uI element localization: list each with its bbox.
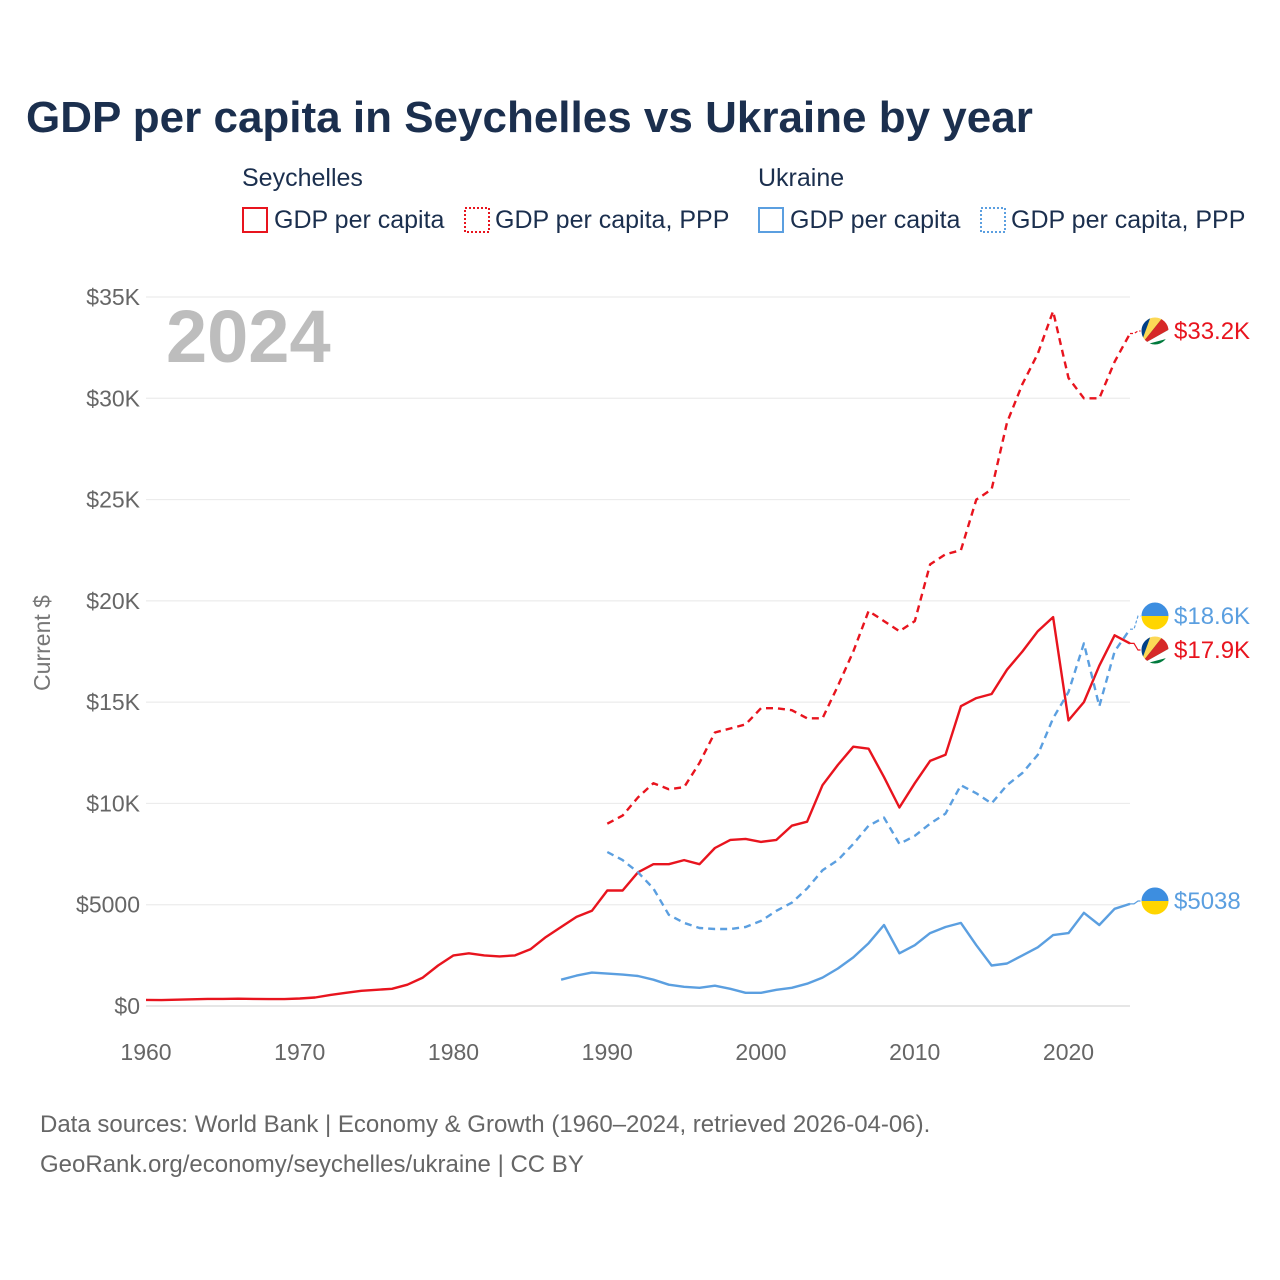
y-tick-label: $0 (114, 993, 140, 1019)
legend-swatch-seychelles-ppp[interactable] (464, 207, 490, 233)
y-tick-label: $15K (86, 689, 140, 715)
y-tick-label: $20K (86, 588, 140, 614)
end-value-label: $5038 (1174, 888, 1241, 915)
x-tick-label: 2010 (889, 1039, 940, 1065)
ukraine-flag-icon (1141, 602, 1169, 630)
x-tick-label: 2000 (735, 1039, 786, 1065)
end-value-label: $17.9K (1174, 637, 1250, 664)
seychelles-flag-icon (1141, 317, 1169, 345)
y-axis-label: Current $ (29, 595, 55, 691)
grid-lines (146, 296, 1130, 1007)
legend-group-seychelles: Seychelles (242, 164, 363, 192)
series-line-2[interactable] (560, 902, 1131, 994)
x-tick-label: 1960 (120, 1039, 171, 1065)
x-tick-label: 1980 (428, 1039, 479, 1065)
footer-sources: Data sources: World Bank | Economy & Gro… (40, 1111, 930, 1138)
footer-url: GeoRank.org/economy/seychelles/ukraine |… (40, 1151, 584, 1178)
legend-label-seychelles-gdp[interactable]: GDP per capita (274, 206, 445, 234)
ukraine-flag-icon (1141, 887, 1169, 915)
series-line-3[interactable] (606, 628, 1131, 931)
series-lines (145, 310, 1132, 1002)
end-connector (1130, 330, 1141, 335)
y-axis-ticks: $0 $5000 $10K $15K $20K $25K $30K $35K (76, 284, 141, 1019)
legend-swatch-ukraine-ppp[interactable] (980, 207, 1006, 233)
x-tick-label: 1970 (274, 1039, 325, 1065)
legend: Seychelles GDP per capita GDP per capita… (242, 164, 1245, 234)
legend-label-seychelles-ppp[interactable]: GDP per capita, PPP (495, 206, 729, 234)
x-tick-label: 1990 (582, 1039, 633, 1065)
x-axis-ticks: 1960 1970 1980 1990 2000 2010 2020 (120, 1039, 1094, 1065)
series-line-1[interactable] (606, 310, 1132, 825)
end-value-label: $33.2K (1174, 318, 1250, 345)
series-line-0[interactable] (145, 615, 1131, 1002)
y-tick-label: $5000 (76, 892, 140, 918)
year-watermark: 2024 (166, 295, 331, 378)
y-tick-label: $30K (86, 385, 140, 411)
end-value-label: $18.6K (1174, 603, 1250, 630)
seychelles-flag-icon (1141, 636, 1169, 664)
end-labels: $17.9K $33.2K $5038 $18.6K (1130, 316, 1250, 916)
x-tick-label: 2020 (1043, 1039, 1094, 1065)
chart-title: GDP per capita in Seychelles vs Ukraine … (26, 93, 1033, 142)
legend-swatch-ukraine-gdp[interactable] (758, 207, 784, 233)
legend-group-ukraine: Ukraine (758, 164, 844, 192)
end-connector (1130, 615, 1141, 630)
y-tick-label: $35K (86, 284, 140, 310)
end-connector (1130, 642, 1141, 651)
legend-label-ukraine-ppp[interactable]: GDP per capita, PPP (1011, 206, 1245, 234)
y-tick-label: $10K (86, 790, 140, 816)
end-connector (1130, 900, 1141, 905)
legend-label-ukraine-gdp[interactable]: GDP per capita (790, 206, 961, 234)
y-tick-label: $25K (86, 487, 140, 513)
legend-swatch-seychelles-gdp[interactable] (242, 207, 268, 233)
